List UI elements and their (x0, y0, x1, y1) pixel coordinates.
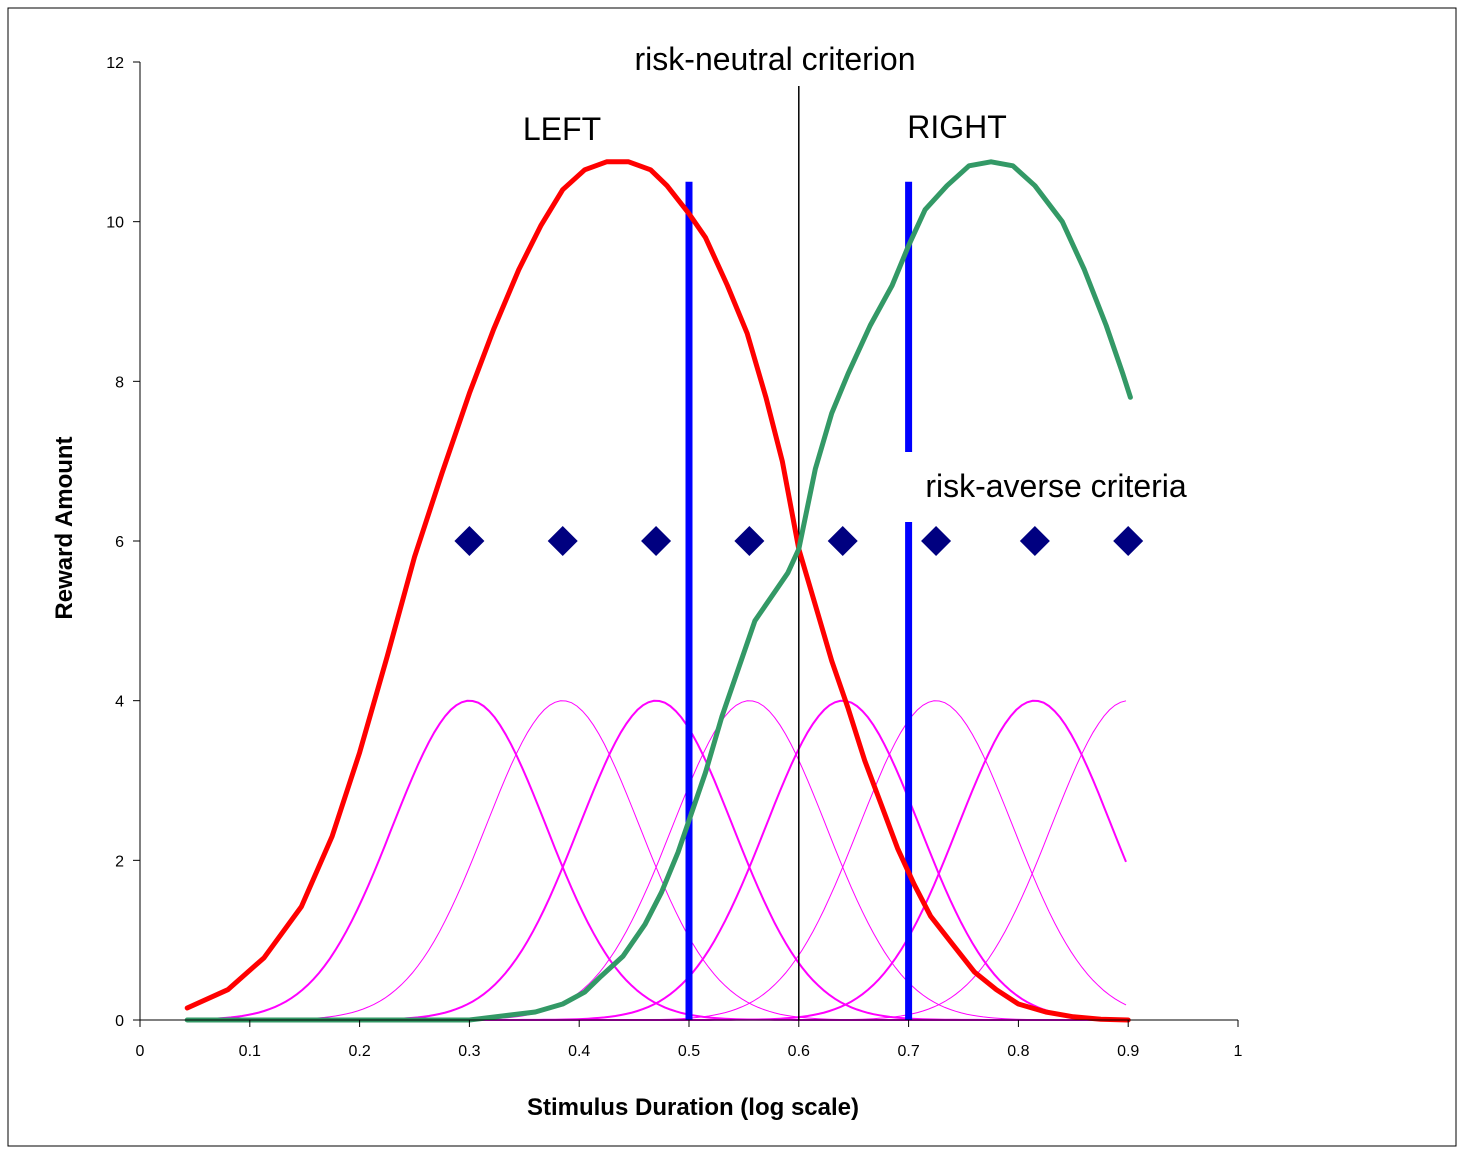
x-tick-label: 0.4 (568, 1043, 590, 1060)
x-tick-label: 0.6 (788, 1043, 810, 1060)
x-tick-label: 0.9 (1117, 1043, 1139, 1060)
y-axis-title: Reward Amount (51, 436, 78, 619)
x-tick-label: 0.7 (897, 1043, 919, 1060)
x-axis-title: Stimulus Duration (log scale) (527, 1094, 859, 1121)
diamond-marker (641, 526, 672, 556)
y-tick-label: 12 (106, 55, 124, 72)
annotation-right: RIGHT (907, 109, 1007, 145)
x-tick-label: 0.5 (678, 1043, 700, 1060)
diamond-marker (547, 526, 578, 556)
y-tick-label: 8 (115, 374, 124, 391)
diamond-marker (1113, 526, 1144, 556)
diamond-marker (454, 526, 485, 556)
label-gap (898, 452, 922, 522)
x-tick-label: 0.8 (1007, 1043, 1029, 1060)
diamond-marker (921, 526, 952, 556)
x-tick-label: 0.1 (239, 1043, 261, 1060)
right-curve (184, 159, 1133, 1023)
y-tick-label: 4 (115, 694, 124, 711)
x-tick-label: 0 (136, 1043, 145, 1060)
annotation-left: LEFT (523, 111, 601, 147)
y-tick-label: 10 (106, 215, 124, 232)
y-tick-label: 2 (115, 853, 124, 870)
lines-group (184, 85, 1133, 1023)
annotation-risk-averse: risk-averse criteria (925, 468, 1187, 504)
x-tick-label: 0.2 (348, 1043, 370, 1060)
y-tick-label: 6 (115, 534, 124, 551)
chart-border (7, 7, 1457, 1147)
diamond-marker (827, 526, 858, 556)
annotation-risk-neutral: risk-neutral criterion (635, 41, 916, 77)
y-tick-label: 0 (115, 1013, 124, 1030)
points-group (454, 526, 1144, 556)
diamond-marker (734, 526, 765, 556)
x-tick-label: 1 (1234, 1043, 1243, 1060)
left-curve (184, 159, 1131, 1023)
diamond-marker (1019, 526, 1050, 556)
x-tick-label: 0.3 (458, 1043, 480, 1060)
